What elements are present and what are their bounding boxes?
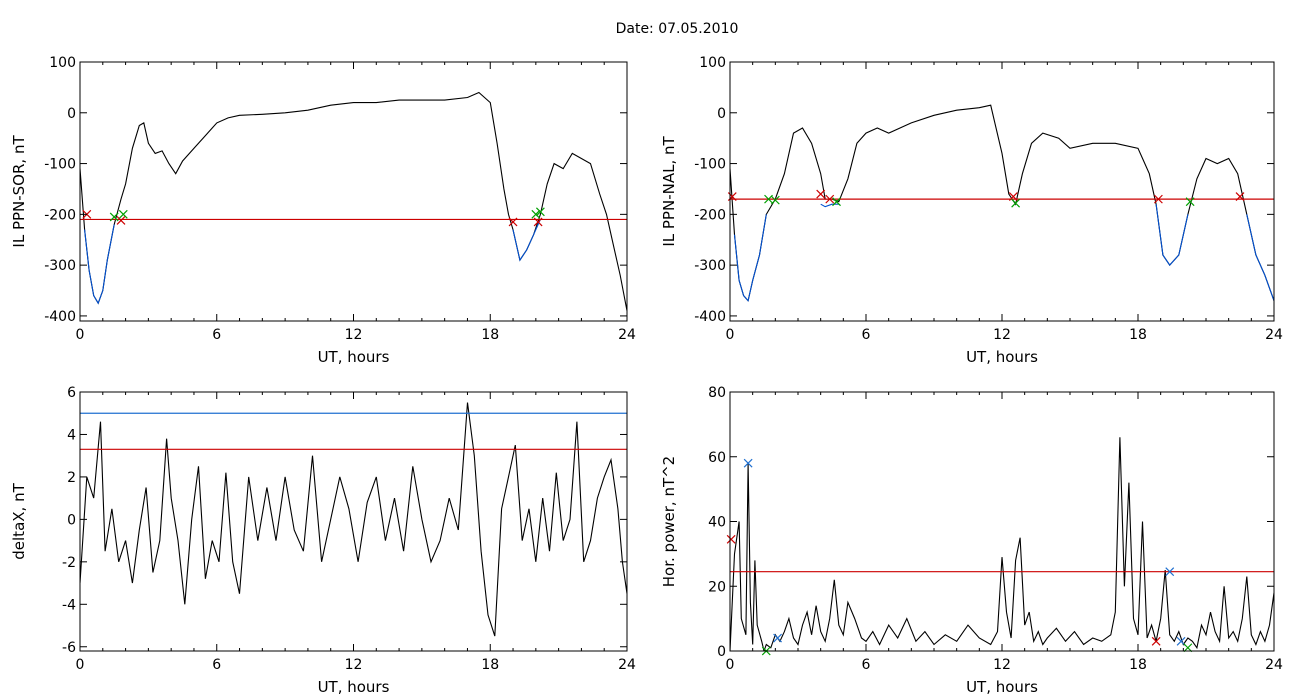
p4-xtick-label-3: 18 [1129,657,1147,673]
p2-ytick-label-2: -100 [694,157,726,173]
p2-ytick-label-3: -200 [694,207,726,223]
p2-cross-marker-4 [825,194,835,204]
p1-cross-marker-4 [508,217,518,227]
p2-xtick-label-3: 18 [1129,327,1147,343]
p1-series-line-2 [512,219,541,262]
p1-ytick-label-3: -200 [44,207,76,223]
p3-xtick-label-0: 0 [76,657,85,673]
p1-cross-marker-6 [533,217,543,227]
p2-series-line-1 [733,214,767,302]
p2-series-line-0 [730,104,1274,302]
p1-cross-marker-1 [109,212,119,222]
p4-xtick-label-0: 0 [726,657,735,673]
p1-xtick-label-3: 18 [481,327,499,343]
p3-xlabel: UT, hours [318,678,390,696]
p3-ytick-label-5: -4 [62,597,76,613]
p4-series-line-0 [730,437,1274,651]
p4-xlabel: UT, hours [966,678,1038,696]
p2-ytick-label-5: -400 [694,309,726,325]
p1-cross-marker-5 [531,209,541,219]
p1-series-line-1 [84,224,115,305]
p4-cross-marker-1 [743,458,753,468]
p4-cross-marker-3 [773,633,783,643]
p1-ytick-label-1: 0 [67,106,76,122]
p4-ytick-label-4: 80 [708,385,726,401]
p4-cross-marker-4 [1151,636,1161,646]
p2-cross-marker-5 [832,197,841,207]
p3-xtick-label-3: 18 [481,657,499,673]
p2-xtick-label-2: 12 [993,327,1011,343]
p1-cross-marker-3 [118,209,128,219]
p2-ylabel: IL PPN-NAL, nT [660,136,678,247]
p4-xtick-label-4: 24 [1265,657,1283,673]
p2-cross-marker-7 [1011,198,1021,208]
p1-xlabel: UT, hours [318,348,390,366]
p1-xtick-label-1: 6 [212,327,221,343]
panel-hor-power: 0 6 12 18 24 0 20 40 60 80 UT, hours Hor. power, nT… [660,385,1283,696]
p4-cross-marker-0 [726,534,736,544]
p3-ytick-label-2: 2 [67,470,76,486]
p2-plot-frame [729,61,1275,322]
p4-cross-marker-5 [1165,567,1175,577]
p2-cross-marker-9 [1185,197,1195,207]
p1-cross-marker-7 [535,207,545,217]
p3-xtick-label-2: 12 [345,657,363,673]
p3-ytick-label-0: 6 [67,385,76,401]
panel-il-ppn-nal: 0 6 12 18 24 100 0 -100 -200 -300 -400 UT, hours IL … [660,55,1283,366]
p4-plot-frame [729,391,1275,652]
p2-xlabel: UT, hours [966,348,1038,366]
p1-xtick-label-4: 24 [618,327,636,343]
p2-xtick-label-1: 6 [862,327,871,343]
p3-series-line-0 [80,402,627,637]
p1-ytick-label-0: 100 [49,55,76,71]
p2-ytick-label-0: 100 [699,55,726,71]
panel-il-ppn-sor: 0 6 12 18 24 100 0 -100 -200 -300 -400 UT, hours IL … [10,55,636,366]
p1-xtick-label-2: 12 [345,327,363,343]
p3-ylabel: deltaX, nT [10,482,28,559]
p3-ytick-label-4: -2 [62,555,76,571]
p4-xtick-label-2: 12 [993,657,1011,673]
p2-cross-marker-3 [816,189,826,199]
p3-xtick-label-4: 24 [618,657,636,673]
p2-cross-marker-10 [1235,192,1245,202]
p2-series-line-2 [820,203,839,208]
p3-xtick-label-1: 6 [212,657,221,673]
p1-xtick-label-0: 0 [76,327,85,343]
p2-cross-marker-2 [770,195,780,205]
p4-ytick-label-2: 40 [708,515,726,531]
p3-ytick-label-1: 4 [67,427,76,443]
p2-ytick-label-4: -300 [694,258,726,274]
p3-plot-frame [79,391,628,652]
p4-xtick-label-1: 6 [862,657,871,673]
p2-series-line-3 [1155,204,1189,266]
p1-ytick-label-2: -100 [44,157,76,173]
p2-cross-marker-6 [1008,192,1018,202]
p1-ytick-label-5: -400 [44,309,76,325]
figure-title: Date: 07.05.2010 [616,21,739,37]
p2-series-line-4 [1246,214,1274,301]
p2-cross-marker-8 [1153,194,1163,204]
p4-cross-marker-7 [1183,643,1193,653]
p1-cross-marker-2 [116,216,126,225]
p1-ytick-label-4: -300 [44,258,76,274]
p2-ytick-label-1: 0 [717,106,726,122]
p3-ytick-label-3: 0 [67,512,76,528]
p4-ytick-label-0: 0 [717,644,726,660]
p4-ylabel: Hor. power, nT^2 [660,456,678,587]
p4-ytick-label-1: 20 [708,579,726,595]
p2-xtick-label-4: 24 [1265,327,1283,343]
p3-ytick-label-6: -6 [62,640,76,656]
p1-ylabel: IL PPN-SOR, nT [10,135,28,248]
panel-deltax: 0 6 12 18 24 6 4 2 0 -2 -4 -6 UT, hours deltaX, nT [10,385,636,696]
p2-xtick-label-0: 0 [726,327,735,343]
p1-series-line-0 [80,91,627,311]
p4-ytick-label-3: 60 [708,450,726,466]
